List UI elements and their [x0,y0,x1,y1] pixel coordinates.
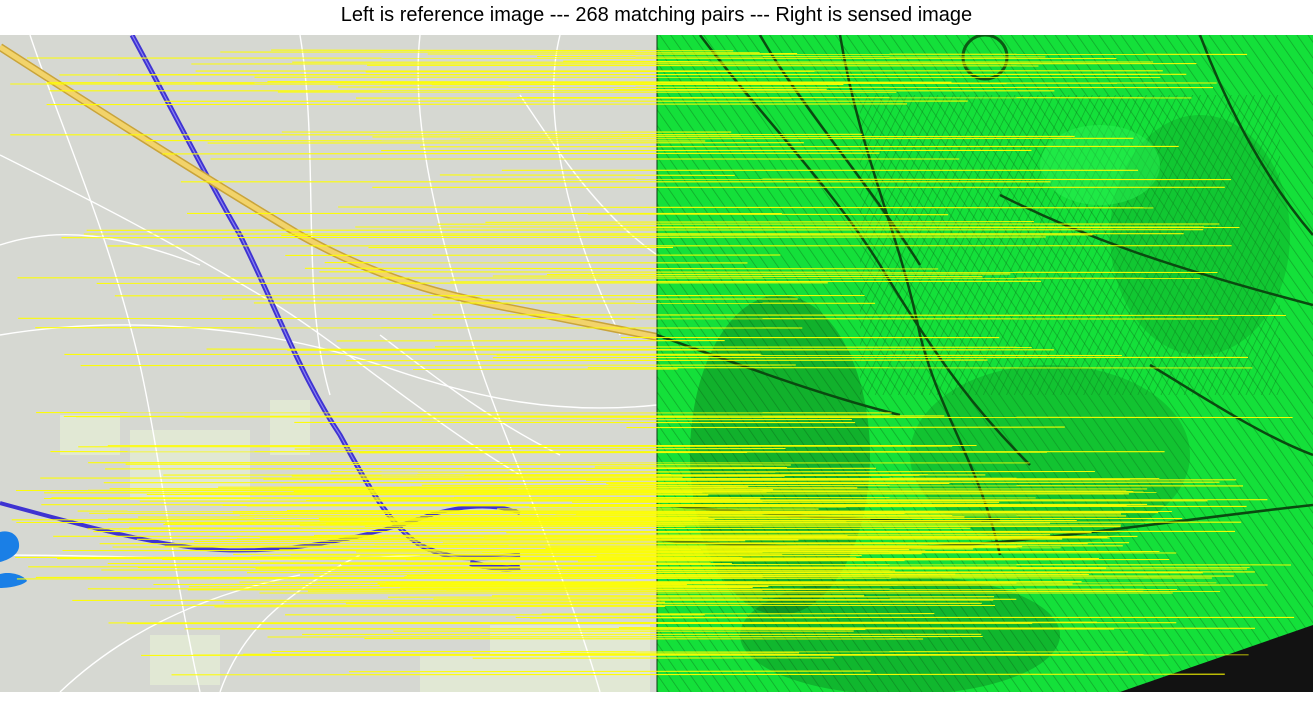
match-line [621,503,958,506]
nodata-corner [1120,625,1313,692]
match-line [349,670,871,673]
match-line [584,550,1002,553]
match-line [417,470,1095,473]
match-line [421,484,1244,487]
match-line [162,152,880,155]
match-line [101,569,896,572]
match-figure-canvas [0,35,1313,692]
match-line [421,418,852,421]
match-line [377,582,1073,585]
match-line [460,137,1134,140]
match-line [206,348,986,351]
match-line [293,491,1157,493]
match-line [294,447,786,450]
match-line [35,576,1212,579]
match-line [17,277,1201,279]
match-line [267,635,983,638]
match-line [105,467,877,470]
match-line [103,481,1220,484]
match-line [313,573,956,576]
match-line [626,426,1065,429]
match-line [96,282,828,284]
match-line [129,527,666,529]
match-line [271,49,734,52]
match-line [365,70,815,73]
match-line [537,558,1170,561]
match-line [346,359,988,362]
match-line [587,213,949,216]
match-line [338,206,1154,209]
match-figure [0,35,1313,692]
match-line [485,221,1034,223]
match-line [434,346,1032,348]
match-line [18,317,1219,320]
match-line [46,103,908,106]
match-line [372,135,1075,138]
match-line [250,556,743,559]
match-line [546,273,1011,276]
match-line [16,577,892,580]
match-line [577,560,905,562]
match-line [76,415,668,418]
match-line [439,174,735,176]
match-line [594,466,788,469]
match-line [492,275,983,278]
match-line [80,364,796,367]
minor-roads [0,35,657,692]
match-line [171,673,1225,676]
match-line [107,518,693,521]
match-line [338,86,1214,89]
match-line [194,540,746,542]
match-line [367,64,1039,67]
match-line [313,534,1051,536]
match-line [15,489,1134,492]
match-line [86,229,1204,231]
match-line [273,512,905,514]
figure-title: Left is reference image --- 268 matching… [340,4,973,26]
match-line [413,368,678,371]
match-line [541,613,935,615]
match-line [471,178,1232,181]
match-line [112,546,1061,549]
match-line [406,574,1234,577]
railway-line-west [0,501,521,553]
match-line [281,234,1093,237]
match-lines [10,49,1295,676]
match-line [61,236,1046,239]
match-line [136,538,799,541]
match-line [340,563,1292,566]
match-line [585,479,1237,481]
match-line [366,517,709,520]
water-body [0,531,27,588]
match-line [50,451,1048,453]
match-line [125,463,791,466]
match-line [356,551,704,554]
match-line [400,586,753,589]
match-line [304,267,939,270]
match-line [319,271,1218,274]
match-line [621,133,863,136]
match-line [387,596,995,598]
match-line [305,499,1015,502]
match-line [195,523,848,526]
match-line [432,314,1286,317]
match-line [214,605,666,608]
primary-road-fill [0,44,657,340]
match-line [286,510,1052,512]
match-line [78,445,953,448]
match-line [532,416,987,419]
match-line [560,652,800,654]
match-line [450,280,1042,283]
match-line [618,627,1256,629]
